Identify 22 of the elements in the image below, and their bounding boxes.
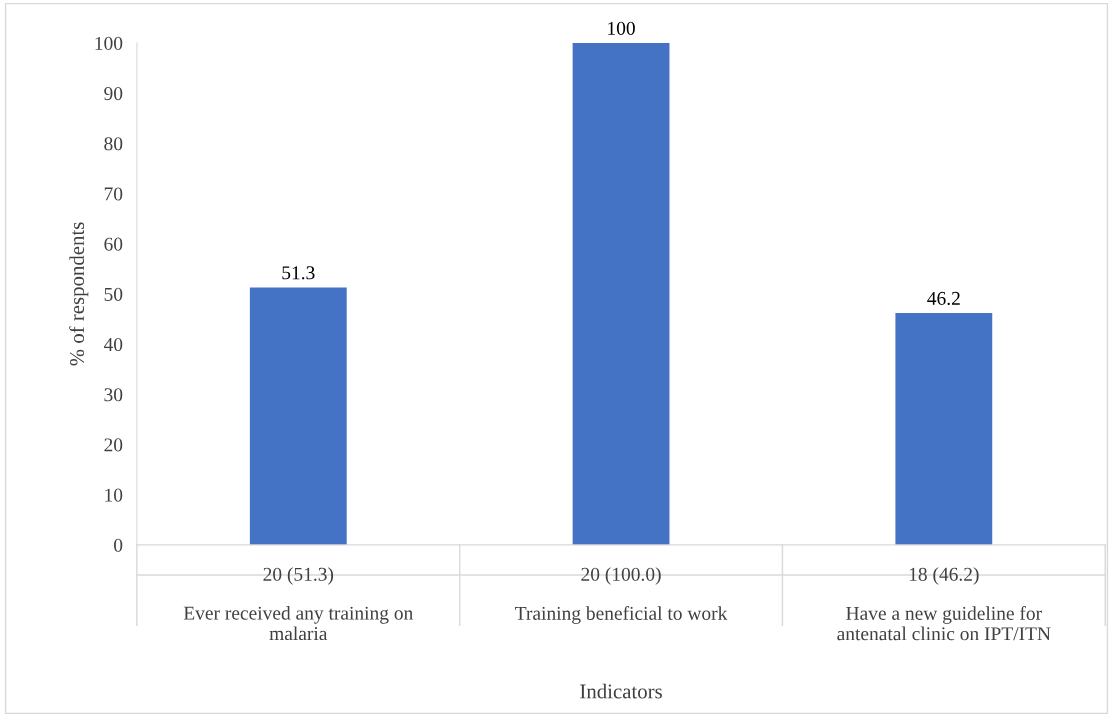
bar xyxy=(572,43,670,545)
y-tick-label: 10 xyxy=(105,488,123,502)
y-tick-label: 70 xyxy=(104,187,123,201)
y-tick-label: 90 xyxy=(104,87,123,101)
x-axis-title: Indicators xyxy=(580,683,662,699)
y-tick-label: 0 xyxy=(114,538,123,552)
y-tick-label: 100 xyxy=(95,36,123,50)
x-tick-label: 18 (46.2) Have a new guideline for antenatal clinic on IPT/ITN xyxy=(837,567,1051,641)
y-tick-label: 20 xyxy=(104,438,123,452)
y-tick-label: 40 xyxy=(103,337,123,352)
y-axis-title: % of respondents xyxy=(69,222,89,366)
y-tick-label: 60 xyxy=(104,237,123,251)
data-label: 51.3 xyxy=(282,266,315,280)
bar xyxy=(895,313,993,545)
x-tick-label: 20 (100.0) Training beneficial to work xyxy=(515,567,728,624)
data-label: 100 xyxy=(608,21,635,35)
y-tick-label: 30 xyxy=(104,388,123,402)
data-label: 46.2 xyxy=(927,291,960,306)
y-tick-label: 50 xyxy=(104,287,123,301)
x-tick-label: 20 (51.3) Ever received any training on malaria xyxy=(183,567,413,641)
y-tick-label: 80 xyxy=(104,137,123,151)
bar xyxy=(249,287,347,545)
